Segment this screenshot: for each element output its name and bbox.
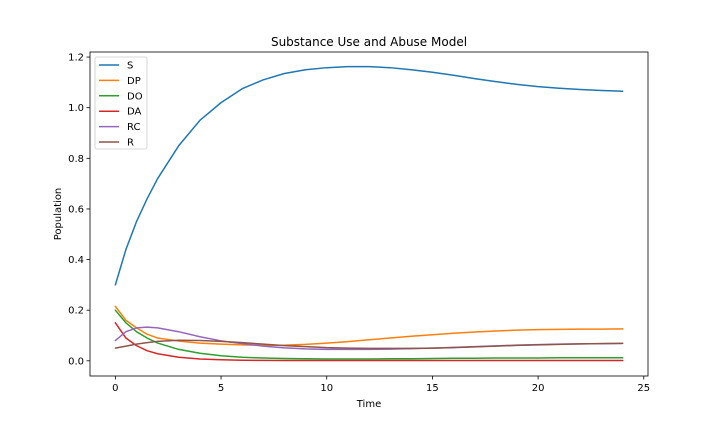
y-tick-label: 0.8 <box>68 154 84 165</box>
y-tick-label: 1.0 <box>68 103 84 114</box>
series-line-do <box>114 309 624 360</box>
legend-label-s: S <box>127 61 133 72</box>
legend-label-r: R <box>127 138 134 149</box>
plot-frame <box>89 51 649 377</box>
y-tick-label: 0.6 <box>68 204 84 215</box>
x-tick-label: 15 <box>426 383 439 394</box>
x-axis-ticks: 0 5 10 15 20 25 <box>112 376 650 394</box>
series-layer <box>114 65 624 362</box>
y-tick-label: 0.0 <box>68 356 84 367</box>
series-line-dp <box>114 305 624 347</box>
y-tick-label: 1.2 <box>68 53 84 64</box>
x-tick-label: 25 <box>637 383 650 394</box>
x-tick-label: 20 <box>532 383 545 394</box>
legend-items: S DP DO DA RC R <box>99 61 143 149</box>
chart-title: Substance Use and Abuse Model <box>271 35 467 49</box>
y-tick-label: 0.2 <box>68 306 84 317</box>
x-tick-label: 10 <box>320 383 333 394</box>
legend: S DP DO DA RC R <box>94 56 148 150</box>
y-tick-label: 0.4 <box>68 255 84 266</box>
legend-label-da: DA <box>127 107 142 118</box>
x-tick-label: 5 <box>218 383 224 394</box>
legend-label-rc: RC <box>127 122 140 133</box>
legend-label-dp: DP <box>127 76 141 87</box>
x-axis-label: Time <box>356 399 381 410</box>
y-axis-label: Population <box>53 188 64 241</box>
series-line-da <box>114 322 624 362</box>
series-line-s <box>114 65 624 286</box>
y-axis-ticks: 0.0 0.2 0.4 0.6 0.8 1.0 1.2 <box>68 53 90 367</box>
x-tick-label: 0 <box>112 383 118 394</box>
legend-label-do: DO <box>127 91 143 102</box>
series-line-r <box>114 339 624 350</box>
legend-frame <box>94 56 148 150</box>
